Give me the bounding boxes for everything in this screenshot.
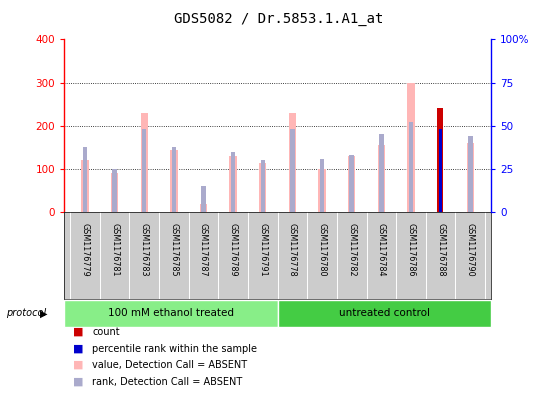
Text: GSM1176783: GSM1176783: [140, 222, 149, 276]
Text: GSM1176788: GSM1176788: [436, 222, 445, 276]
Bar: [142, 129, 146, 212]
Bar: [172, 147, 176, 212]
Text: GSM1176791: GSM1176791: [258, 222, 267, 276]
Text: GSM1176779: GSM1176779: [80, 222, 89, 276]
FancyBboxPatch shape: [278, 300, 491, 327]
Text: ■: ■: [73, 343, 83, 354]
Bar: [379, 134, 383, 212]
Text: value, Detection Call = ABSENT: value, Detection Call = ABSENT: [92, 360, 247, 370]
Bar: [288, 113, 296, 212]
Bar: [170, 149, 177, 212]
Text: GSM1176789: GSM1176789: [229, 222, 238, 276]
Bar: [468, 136, 473, 212]
Bar: [348, 156, 355, 212]
Bar: [349, 155, 354, 212]
Text: percentile rank within the sample: percentile rank within the sample: [92, 343, 257, 354]
Text: GSM1176790: GSM1176790: [466, 222, 475, 276]
Text: GSM1176784: GSM1176784: [377, 222, 386, 276]
Text: GSM1176780: GSM1176780: [318, 222, 326, 276]
Bar: [112, 169, 117, 212]
Text: ■: ■: [73, 327, 83, 337]
Text: ▶: ▶: [40, 309, 47, 318]
Text: GSM1176785: GSM1176785: [169, 222, 179, 276]
Bar: [409, 122, 413, 212]
Text: rank, Detection Call = ABSENT: rank, Detection Call = ABSENT: [92, 376, 242, 387]
Bar: [378, 145, 385, 212]
Bar: [201, 186, 206, 212]
Bar: [437, 108, 442, 212]
Bar: [111, 173, 118, 212]
Text: GSM1176787: GSM1176787: [199, 222, 208, 276]
Bar: [261, 160, 265, 212]
Text: protocol: protocol: [6, 309, 46, 318]
Text: GDS5082 / Dr.5853.1.A1_at: GDS5082 / Dr.5853.1.A1_at: [174, 12, 384, 26]
Bar: [466, 143, 474, 212]
Bar: [320, 159, 324, 212]
Bar: [290, 129, 295, 212]
Bar: [319, 169, 326, 212]
Text: ■: ■: [73, 376, 83, 387]
Bar: [141, 113, 148, 212]
FancyBboxPatch shape: [64, 300, 278, 327]
Bar: [259, 163, 267, 212]
Bar: [407, 83, 415, 212]
Bar: [81, 160, 89, 212]
Bar: [83, 147, 87, 212]
Bar: [229, 156, 237, 212]
Text: GSM1176778: GSM1176778: [288, 222, 297, 276]
Bar: [231, 152, 235, 212]
Text: untreated control: untreated control: [339, 308, 430, 318]
Text: GSM1176782: GSM1176782: [347, 222, 356, 276]
Text: GSM1176786: GSM1176786: [406, 222, 416, 276]
Text: GSM1176781: GSM1176781: [110, 222, 119, 276]
Text: ■: ■: [73, 360, 83, 370]
Text: count: count: [92, 327, 120, 337]
Text: 100 mM ethanol treated: 100 mM ethanol treated: [108, 308, 234, 318]
Bar: [200, 204, 207, 212]
Bar: [439, 129, 442, 212]
